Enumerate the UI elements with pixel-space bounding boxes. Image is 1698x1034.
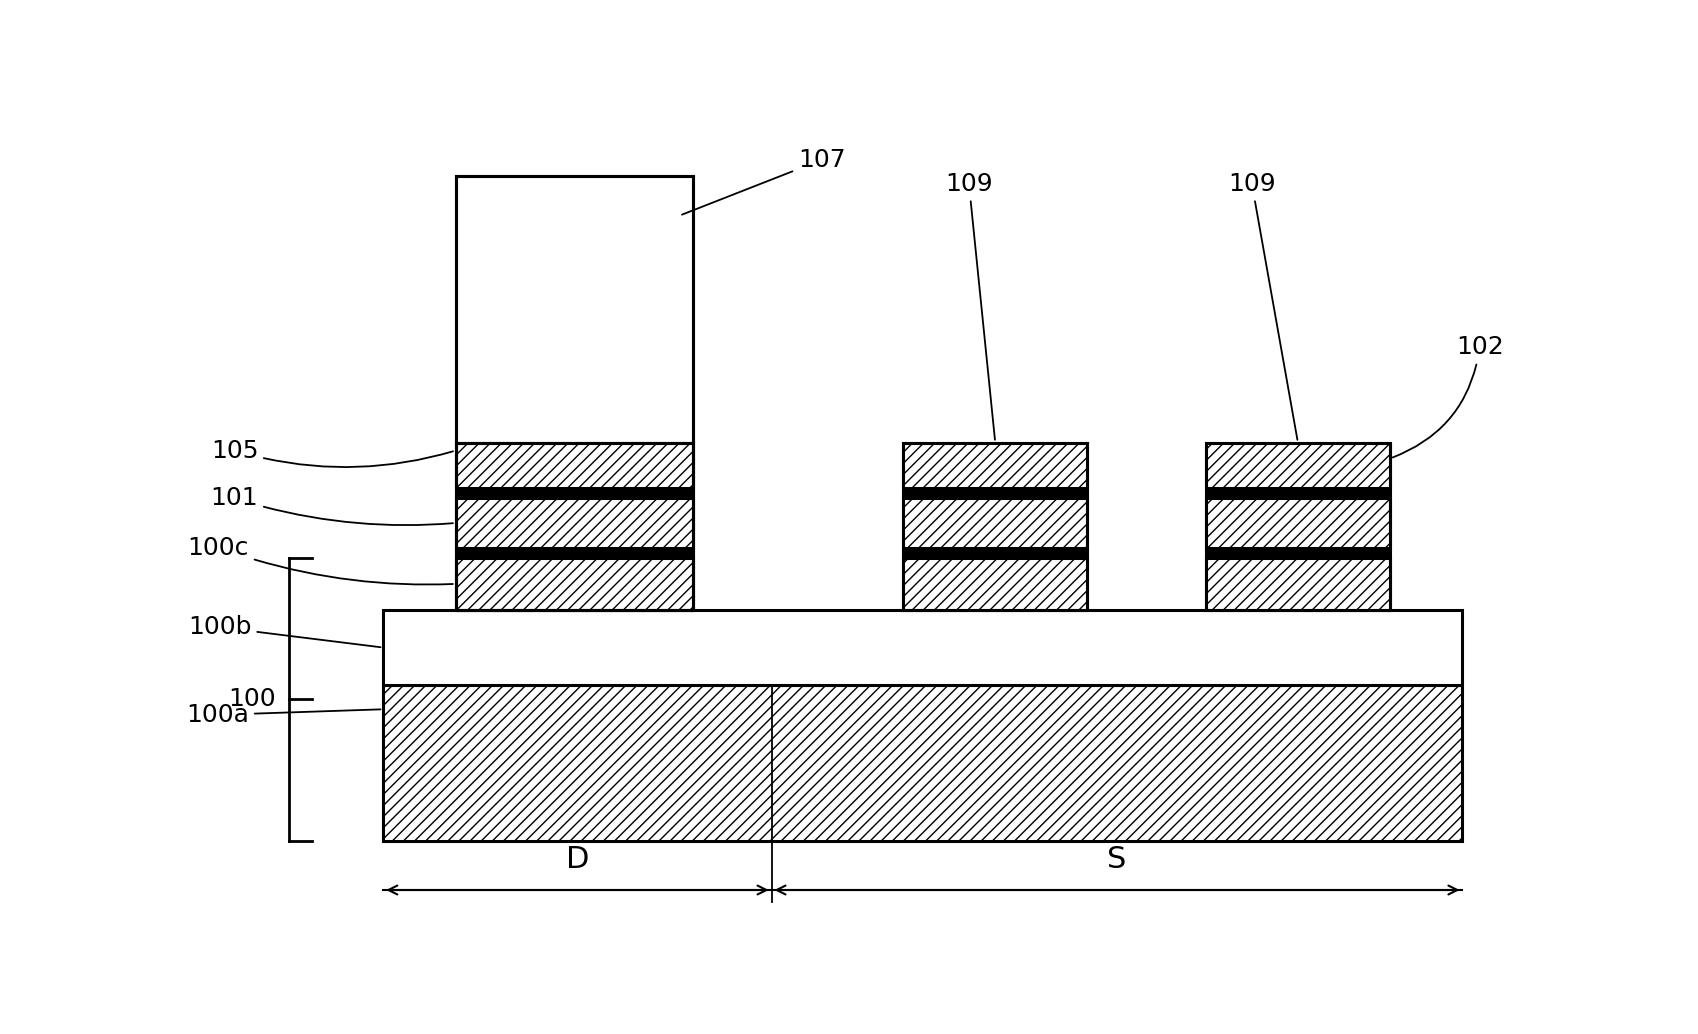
Bar xyxy=(903,558,1087,610)
Text: 100a: 100a xyxy=(187,703,380,727)
Bar xyxy=(455,176,693,610)
Bar xyxy=(455,548,693,558)
Bar xyxy=(903,488,1087,498)
Bar xyxy=(455,558,693,610)
Bar xyxy=(1206,498,1391,548)
Text: 100c: 100c xyxy=(188,536,453,584)
Text: 105: 105 xyxy=(211,438,453,467)
Text: D: D xyxy=(565,845,589,874)
Bar xyxy=(455,498,693,548)
Bar xyxy=(455,488,693,498)
Bar xyxy=(384,610,1462,686)
Bar xyxy=(903,443,1087,488)
Bar xyxy=(1206,443,1391,610)
Bar xyxy=(455,443,693,488)
Text: 100b: 100b xyxy=(188,615,380,647)
Text: 109: 109 xyxy=(1228,172,1297,439)
Bar xyxy=(1206,558,1391,610)
Text: S: S xyxy=(1107,845,1127,874)
Text: 100: 100 xyxy=(228,688,275,711)
Bar xyxy=(1206,488,1391,498)
Bar xyxy=(903,548,1087,558)
Bar xyxy=(903,443,1087,610)
Bar xyxy=(384,686,1462,841)
Bar xyxy=(455,443,693,610)
Bar xyxy=(1206,443,1391,488)
Text: 101: 101 xyxy=(211,486,453,525)
Bar xyxy=(1206,548,1391,558)
Bar xyxy=(455,176,693,443)
Text: 109: 109 xyxy=(946,172,995,439)
Bar xyxy=(903,498,1087,548)
Text: 107: 107 xyxy=(683,148,846,215)
Text: 102: 102 xyxy=(1392,335,1503,457)
